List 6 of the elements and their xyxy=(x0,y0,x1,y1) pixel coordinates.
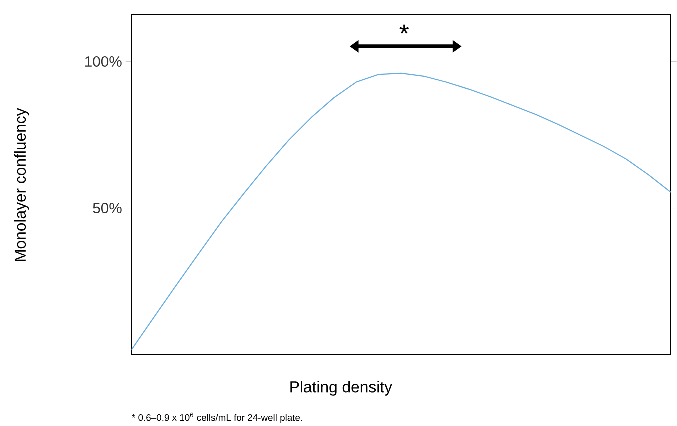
annotation: * xyxy=(400,24,409,34)
text: * 0.6–0.9 x 10$^{6}$ cells/mL for 24-well plate. xyxy=(132,412,302,423)
y-tick-label: 100% xyxy=(85,56,122,67)
y-axis-title: Monolayer confluency xyxy=(14,108,30,262)
y-tick-label: 50% xyxy=(93,202,122,214)
x-axis-title: Plating density xyxy=(290,381,392,396)
